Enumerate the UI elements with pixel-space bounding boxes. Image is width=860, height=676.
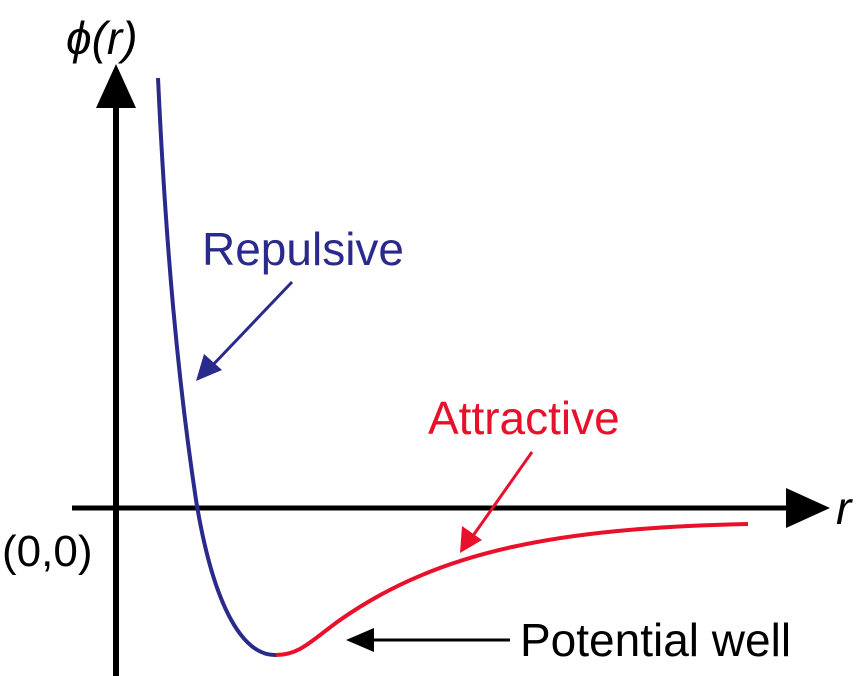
x-axis-arrowhead [786,488,830,528]
repulsive-label: Repulsive [202,223,404,275]
x-axis-label: r [836,482,853,534]
attractive-label: Attractive [428,392,620,444]
origin-label: (0,0) [2,527,92,576]
repulsive-arrowhead [196,354,222,381]
y-axis-arrowhead [96,64,136,108]
attractive-arrow-line [468,451,534,541]
y-axis-label: ϕ(r) [66,12,138,64]
attractive-arrowhead [460,526,482,553]
potential-well-label: Potential well [520,614,791,666]
potential-well-arrowhead [346,628,374,652]
attractive-curve [275,522,749,657]
repulsive-arrow-line [208,280,294,370]
repulsive-curve [156,77,277,658]
